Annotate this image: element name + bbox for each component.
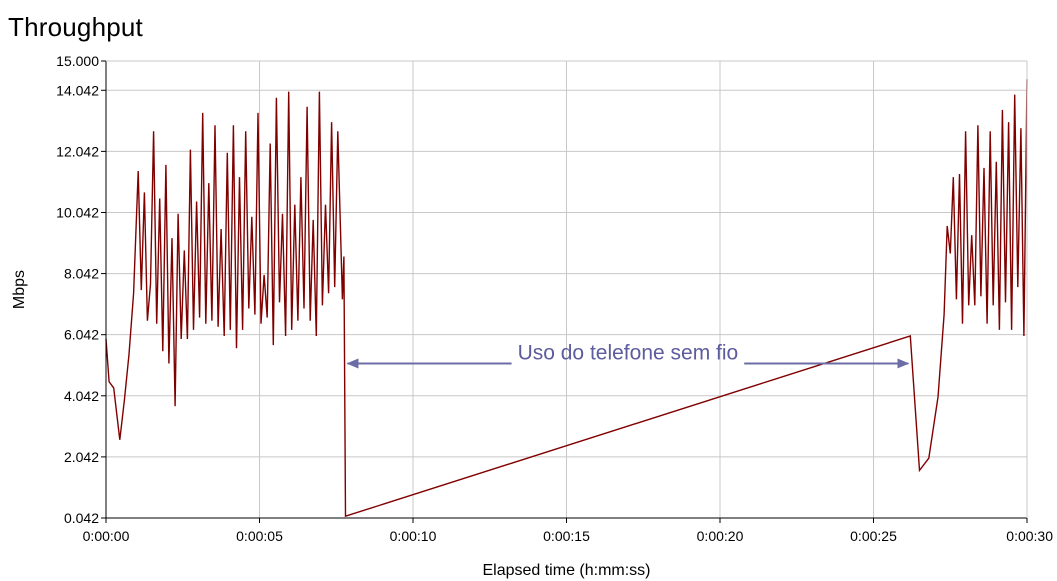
series-line-0 (105, 79, 1028, 518)
x-tick-label: 0:00:25 (850, 528, 897, 544)
y-tick-label: 15.000 (56, 53, 99, 69)
x-tick-label: 0:00:20 (697, 528, 744, 544)
x-tick-label: 0:00:05 (236, 528, 283, 544)
y-tick-label: 8.042 (64, 266, 99, 282)
y-tick-label: 14.042 (56, 82, 99, 98)
annotation-layer: Uso do telefone sem fio (346, 341, 910, 369)
y-axis-label: Mbps (11, 270, 28, 309)
annotation-label: Uso do telefone sem fio (518, 341, 739, 364)
chart-title: Throughput (8, 12, 143, 42)
x-tick-label: 0:00:30 (1006, 528, 1053, 544)
x-axis-label: Elapsed time (h:mm:ss) (482, 562, 650, 579)
y-tick-label: 12.042 (56, 143, 99, 159)
x-tick-label: 0:00:10 (390, 528, 437, 544)
y-tick-label: 6.042 (64, 327, 99, 343)
y-tick-label: 0.042 (64, 510, 99, 526)
series-layer (105, 79, 1028, 518)
y-axis-ticks: 0.042 2.042 4.042 6.042 8.042 10.042 12.042 14.… (56, 53, 106, 526)
y-tick-label: 2.042 (64, 449, 99, 465)
x-tick-label: 0:00:00 (83, 528, 130, 544)
x-axis-ticks: 0:00:00 0:00:05 0:00:10 0:00:15 0:00:20 0:00:… (83, 518, 1053, 544)
y-tick-label: 4.042 (64, 388, 99, 404)
x-tick-label: 0:00:15 (543, 528, 590, 544)
y-tick-label: 10.042 (56, 204, 99, 220)
grid-lines (106, 61, 1027, 518)
